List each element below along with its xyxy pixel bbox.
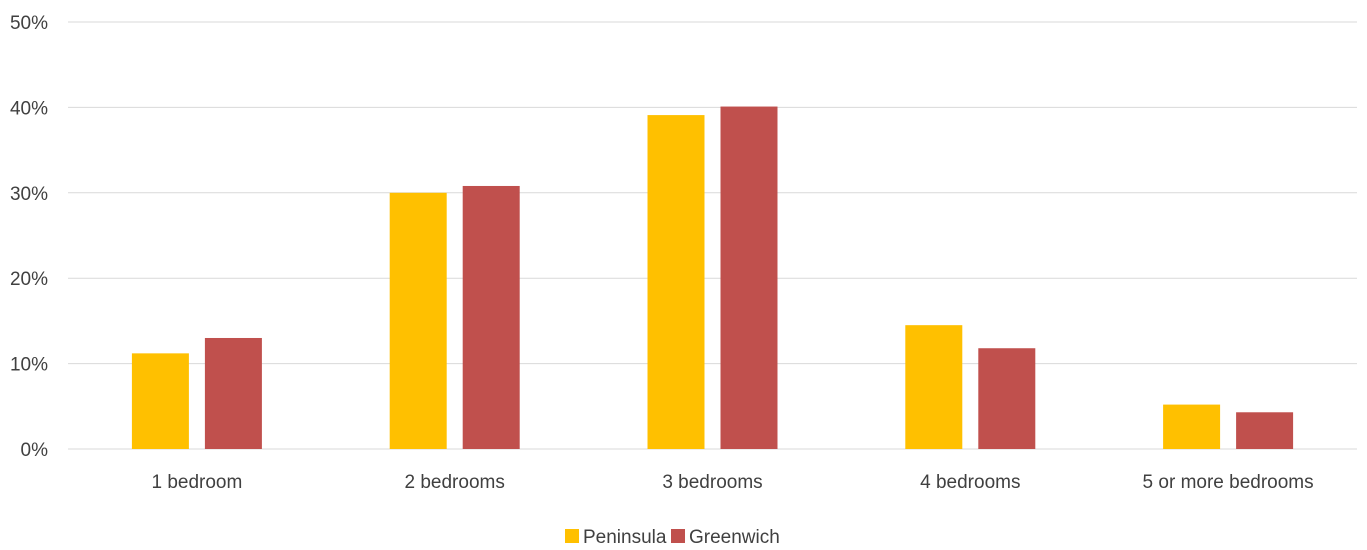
bar-peninsula-4 <box>1163 404 1221 449</box>
bar-greenwich-4 <box>1236 412 1294 449</box>
y-tick-label: 40% <box>10 98 48 119</box>
x-category-label: 1 bedroom <box>151 472 242 493</box>
y-tick-label: 10% <box>10 355 48 376</box>
y-axis-tick-labels: 0% 10% 20% 30% 40% 50% <box>10 13 48 461</box>
y-tick-label: 20% <box>10 269 48 290</box>
legend-label-peninsula: Peninsula <box>583 527 667 548</box>
bar-peninsula-0 <box>131 353 189 449</box>
y-tick-label: 0% <box>21 440 49 461</box>
legend-swatch-greenwich <box>671 529 685 543</box>
y-tick-label: 50% <box>10 13 48 34</box>
gridlines <box>68 21 1357 450</box>
bar-peninsula-1 <box>389 192 447 450</box>
bar-peninsula-3 <box>905 325 963 449</box>
legend-swatch-peninsula <box>565 529 579 543</box>
legend: Peninsula Greenwich <box>565 527 780 548</box>
x-category-label: 2 bedrooms <box>405 472 505 493</box>
bar-greenwich-2 <box>720 106 778 450</box>
y-tick-label: 30% <box>10 184 48 205</box>
bar-greenwich-0 <box>204 337 262 449</box>
x-category-label: 3 bedrooms <box>662 472 762 493</box>
x-category-label: 5 or more bedrooms <box>1143 472 1314 493</box>
x-category-label: 4 bedrooms <box>920 472 1020 493</box>
bars <box>131 106 1294 450</box>
legend-label-greenwich: Greenwich <box>689 527 780 548</box>
bar-peninsula-2 <box>647 115 705 449</box>
x-axis-category-labels: 1 bedroom 2 bedrooms 3 bedrooms 4 bedrooms 5… <box>151 472 1313 493</box>
bar-greenwich-1 <box>462 185 520 449</box>
bar-greenwich-3 <box>978 348 1036 449</box>
